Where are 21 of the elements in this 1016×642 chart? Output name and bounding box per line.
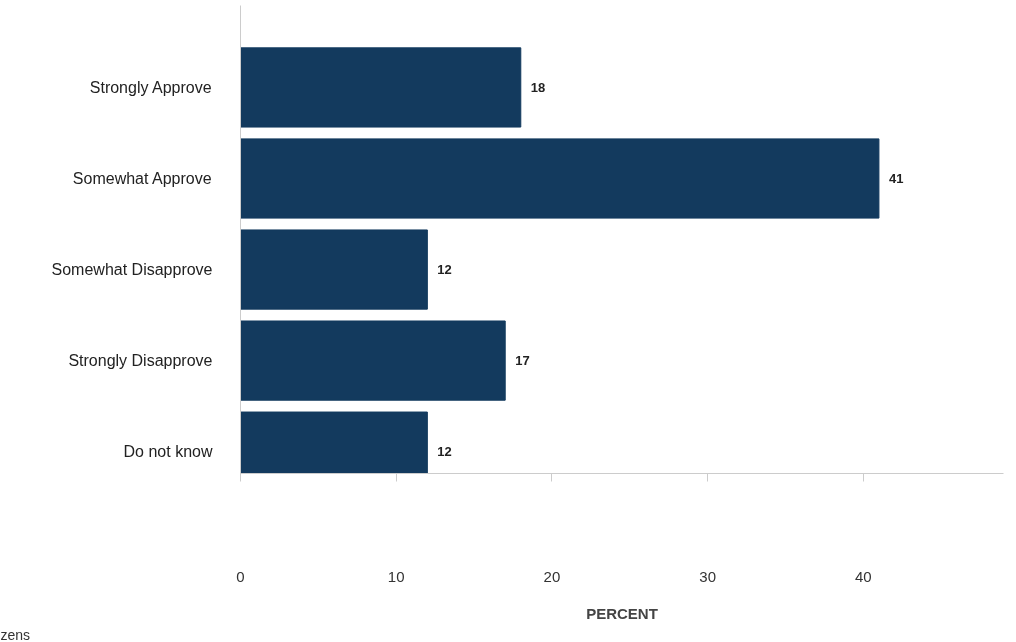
bar [240, 47, 522, 128]
data-label: 12 [437, 262, 452, 278]
bar [240, 320, 506, 401]
x-tick-label: 10 [387, 567, 405, 585]
y-tick-label: Strongly Approve [89, 78, 212, 96]
data-label: 41 [888, 171, 904, 186]
data-label: 17 [515, 353, 530, 369]
y-tick-label: Do not know [123, 443, 213, 461]
x-tick-label: 30 [699, 567, 716, 585]
y-tick-label: Somewhat Disapprove [51, 261, 213, 279]
bar [240, 229, 428, 310]
data-label: 18 [530, 79, 546, 95]
x-tick-label: 40 [855, 567, 872, 585]
y-tick-label: Strongly Disapprove [68, 352, 213, 370]
bar [240, 138, 880, 219]
data-label: 12 [437, 444, 452, 460]
y-tick-label: Somewhat Approve [72, 170, 212, 187]
x-axis-title: PERCENT [586, 604, 658, 622]
x-tick-label: 20 [543, 567, 561, 585]
x-tick-label: 0 [236, 567, 245, 585]
text: zens [0, 626, 31, 642]
